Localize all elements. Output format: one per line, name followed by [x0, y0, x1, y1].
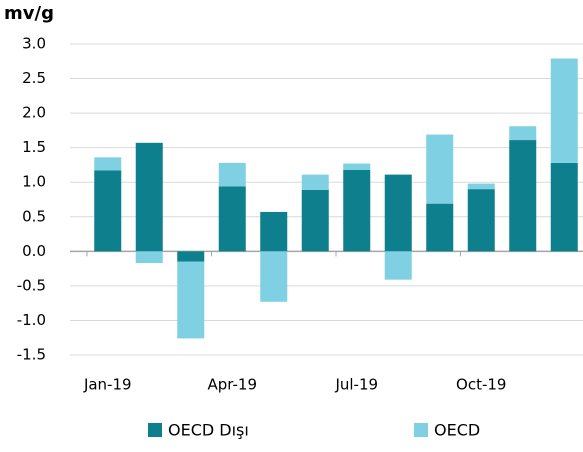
bar [260, 211, 288, 252]
bar [260, 251, 288, 302]
bar [550, 162, 578, 252]
bar [218, 186, 246, 252]
y-tick-label: 2.5 [22, 69, 46, 87]
y-tick-label: -1.0 [17, 311, 46, 329]
legend-swatch [148, 423, 162, 437]
bar [509, 126, 537, 141]
y-tick-label: -0.5 [17, 276, 46, 294]
bar [135, 142, 163, 252]
y-tick-label: 0.5 [22, 207, 46, 225]
x-tick-label: Jul-19 [334, 376, 378, 394]
bar [218, 162, 246, 187]
x-tick-label: Jan-19 [83, 376, 132, 394]
bar [135, 251, 163, 264]
y-tick-label: 1.5 [22, 138, 46, 156]
x-tick-label: Oct-19 [456, 376, 506, 394]
bar [384, 251, 412, 280]
bar [301, 174, 329, 190]
bar [467, 189, 495, 252]
y-tick-label: 1.0 [22, 173, 46, 191]
bar [94, 157, 122, 171]
legend-label: OECD Dışı [168, 421, 249, 440]
bar [343, 163, 371, 170]
legend-label: OECD [434, 421, 480, 440]
bar [426, 203, 454, 252]
y-tick-label: -1.5 [17, 346, 46, 364]
bar [550, 58, 578, 163]
bar [301, 189, 329, 252]
bar [467, 183, 495, 190]
bar [384, 174, 412, 252]
bar [177, 261, 205, 339]
bar [94, 170, 122, 252]
legend-swatch [414, 423, 428, 437]
bar [509, 140, 537, 252]
x-tick-label: Apr-19 [208, 376, 258, 394]
y-tick-label: 3.0 [22, 35, 46, 53]
chart-title: mv/g [4, 3, 54, 24]
bar [177, 251, 205, 262]
bar [343, 169, 371, 252]
bar [426, 134, 454, 204]
y-tick-label: 0.0 [22, 242, 46, 260]
y-tick-label: 2.0 [22, 104, 46, 122]
